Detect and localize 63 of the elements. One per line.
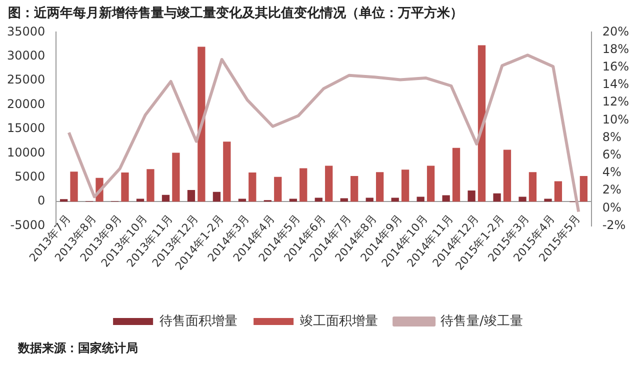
bar: [121, 172, 129, 202]
bar: [468, 190, 476, 202]
y2-tick-label: 6%: [602, 148, 622, 162]
bar: [289, 198, 297, 202]
y2-tick-label: 20%: [602, 24, 629, 38]
y2-tick-label: 0%: [602, 200, 622, 214]
y-tick-label: -5000: [10, 218, 46, 232]
y-tick-label: 30000: [6, 48, 46, 63]
legend-label: 待售面积增量: [160, 314, 238, 329]
bar: [442, 195, 450, 202]
y-tick-label: 0: [38, 194, 46, 208]
legend-label: 竣工面积增量: [300, 314, 378, 329]
bar: [325, 166, 333, 202]
bar: [350, 176, 358, 202]
bar: [146, 169, 154, 202]
bar: [416, 196, 424, 202]
bar: [223, 142, 231, 202]
bar: [478, 45, 486, 202]
bar: [580, 176, 588, 202]
bar: [426, 166, 435, 202]
bar: [248, 172, 256, 202]
source-note: 数据来源：国家统计局: [18, 340, 138, 357]
bar: [314, 198, 322, 202]
bar: [136, 198, 144, 202]
y-tick-label: 15000: [6, 121, 46, 136]
y-tick-label: 5000: [14, 170, 46, 184]
bar: [70, 172, 78, 202]
bar: [376, 172, 384, 202]
bar: [401, 170, 410, 202]
y2-tick-label: 16%: [602, 60, 629, 74]
y2-tick-label: 10%: [602, 112, 629, 126]
y2-tick-label: 2%: [602, 182, 622, 197]
y2-tick-label: 8%: [602, 130, 622, 144]
bar: [212, 192, 221, 202]
bar: [60, 199, 68, 202]
bar: [366, 198, 374, 202]
bar: [274, 176, 282, 202]
bar: [452, 148, 460, 202]
y2-tick-label: 4%: [602, 165, 622, 180]
bar: [518, 196, 526, 202]
chart-title: 图：近两年每月新增待售量与竣工量变化及其比值变化情况（单位：万平方米）: [8, 4, 463, 22]
bar: [528, 172, 537, 202]
y-tick-label: 35000: [6, 24, 46, 38]
y-tick-label: 20000: [6, 96, 46, 111]
bar: [187, 190, 196, 202]
bar: [554, 181, 562, 202]
legend-label: 待售量/竣工量: [440, 314, 523, 329]
y2-tick-label: -2%: [602, 218, 626, 232]
bar: [340, 198, 348, 202]
bar: [172, 152, 180, 202]
bar: [238, 198, 246, 202]
bar: [391, 198, 399, 202]
y2-tick-label: 18%: [602, 42, 629, 56]
bar: [544, 198, 552, 202]
bar: [503, 150, 512, 202]
y-tick-label: 10000: [6, 145, 46, 160]
y2-tick-label: 14%: [602, 77, 629, 92]
y-tick-label: 25000: [6, 72, 46, 87]
bar: [162, 194, 170, 202]
y2-tick-label: 12%: [602, 94, 629, 109]
bar: [198, 46, 206, 202]
bar: [493, 193, 501, 202]
bar: [300, 168, 308, 202]
